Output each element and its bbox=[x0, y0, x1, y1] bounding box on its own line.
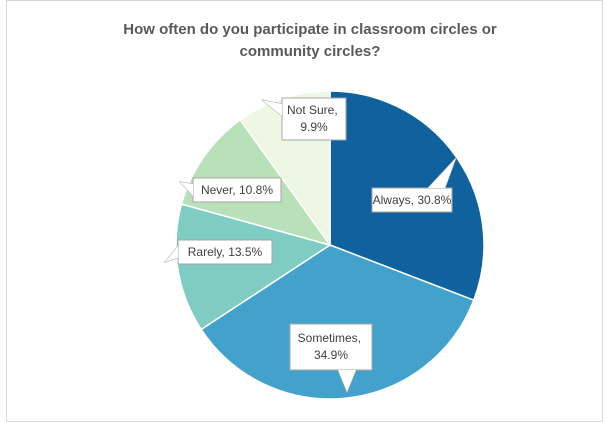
data-label: Sometimes, 34.9% bbox=[298, 331, 365, 362]
callout-pointer-join bbox=[180, 182, 193, 196]
title-line: community circles? bbox=[240, 43, 381, 60]
label-line: 9.9% bbox=[300, 120, 328, 134]
chart-title: How often do you participate in classroo… bbox=[123, 21, 497, 60]
label-line: Not Sure, bbox=[287, 103, 341, 117]
callout-pointer-join bbox=[428, 158, 456, 188]
callout-pointer-join bbox=[165, 246, 178, 262]
callout-box bbox=[371, 187, 453, 213]
data-labels: Always, 30.8% Sometimes, 34.9% Rarely, 13.… bbox=[163, 97, 457, 394]
chart-title-text: How often do you participate in classroo… bbox=[123, 21, 497, 60]
label-line: Sometimes, bbox=[298, 331, 365, 345]
data-label: Always, 30.8% bbox=[373, 193, 452, 207]
callout-box bbox=[289, 323, 373, 371]
title-line: How often do you participate in classroo… bbox=[123, 21, 497, 38]
callout-box bbox=[192, 177, 282, 203]
pie-slice: Sometimes bbox=[200, 244, 475, 400]
data-label: Not Sure, 9.9% bbox=[287, 103, 341, 134]
callout-pointer-join bbox=[338, 370, 356, 392]
callout-box bbox=[281, 97, 347, 141]
pie-slice: Rarely bbox=[175, 203, 332, 331]
data-label: Rarely, 13.5% bbox=[188, 245, 263, 259]
label-line: 34.9% bbox=[314, 348, 348, 362]
data-label: Never, 10.8% bbox=[201, 183, 273, 197]
callout-pointer-join bbox=[262, 100, 282, 116]
